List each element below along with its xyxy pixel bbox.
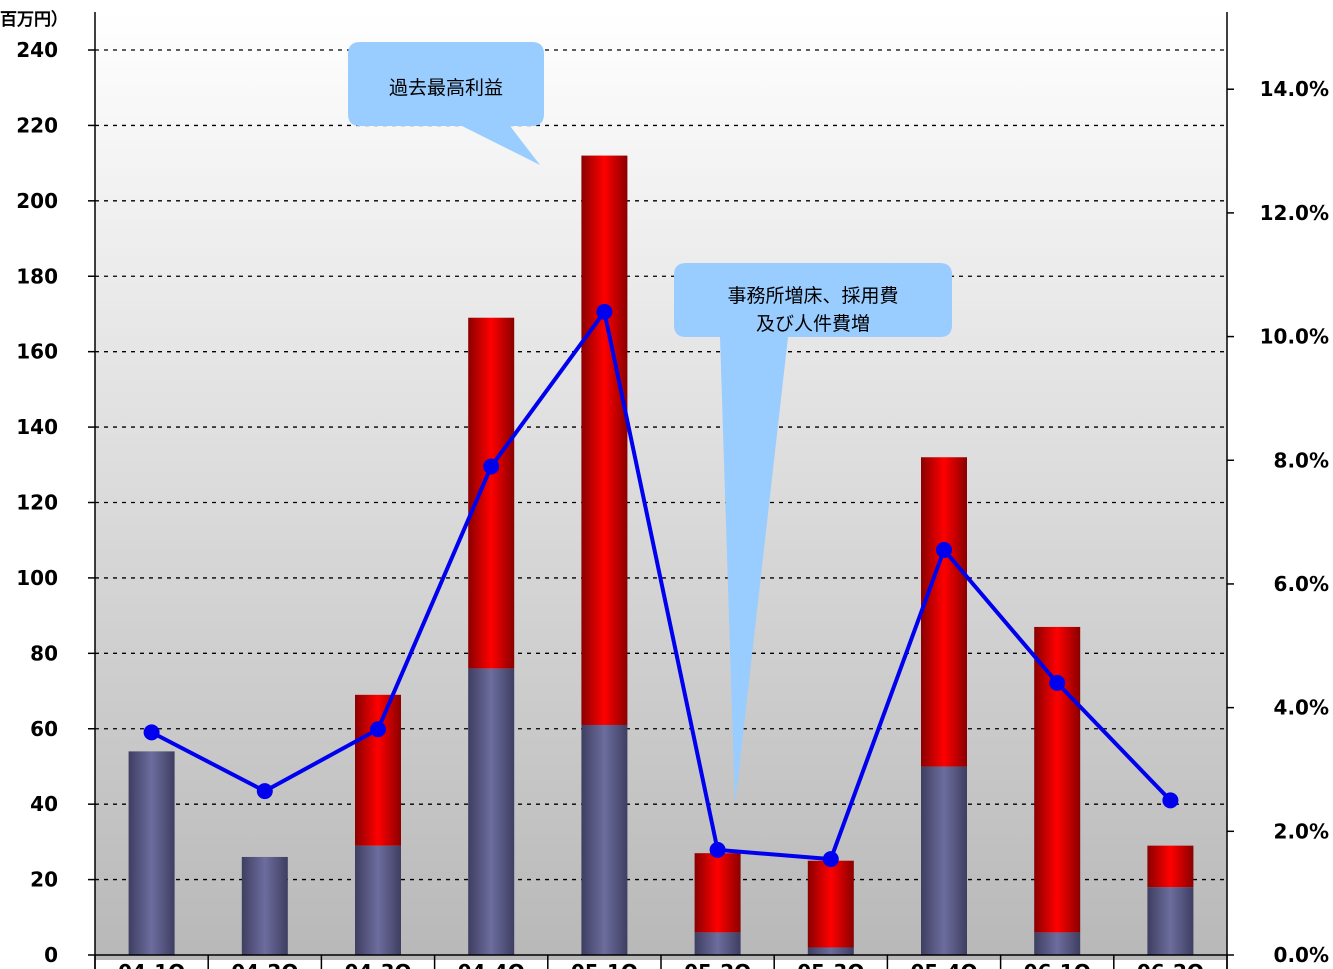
y-tick-label: 0	[44, 943, 58, 967]
ratio-point	[143, 724, 160, 741]
y-tick-label: 80	[30, 641, 58, 665]
x-tick-label: 05-2Q	[684, 960, 751, 969]
bar-base	[694, 932, 741, 955]
y-tick-label: 140	[16, 415, 58, 439]
bar-base	[468, 668, 515, 955]
bar-increment	[1034, 626, 1081, 933]
bar-increment	[694, 853, 741, 933]
bar-increment	[468, 317, 515, 669]
ratio-point	[936, 541, 952, 558]
y2-tick-label: 12.0%	[1260, 201, 1329, 225]
bar-increment	[581, 155, 628, 725]
y-unit-label: 百万円）	[0, 9, 68, 30]
ratio-point	[709, 841, 726, 858]
x-tick-label: 06-2Q	[1137, 960, 1204, 969]
bar-base	[1034, 932, 1081, 955]
axes: 0 20 40 60 80 100 120 140 160 180 200 220 240 0.0% 2.0…	[0, 9, 1329, 969]
ratio-line	[143, 303, 1179, 868]
callout-cost-increase-line-2: 及び人件費増	[756, 313, 870, 335]
bar-increment	[355, 694, 401, 846]
ratio-point	[822, 851, 839, 868]
y-tick-label: 180	[16, 264, 58, 288]
bar-base	[128, 751, 175, 955]
ratio-point	[483, 458, 500, 475]
y-tick-label: 100	[16, 566, 58, 590]
ratio-point	[596, 303, 613, 320]
x-tick-label: 04-4Q	[458, 960, 525, 969]
ratio-point	[1162, 792, 1179, 809]
ratio-point	[1049, 674, 1066, 691]
y-tick-label: 240	[16, 38, 58, 62]
callout-record-profit-text: 過去最高利益	[389, 77, 503, 99]
ratio-point	[370, 721, 386, 738]
bar-base	[807, 947, 854, 955]
ratio-line-path	[150, 309, 1172, 862]
callout-cost-increase: 事務所増床、採用費 及び人件費増	[674, 263, 952, 805]
y2-tick-label: 2.0%	[1274, 819, 1329, 843]
y2-tick-label: 8.0%	[1274, 448, 1329, 472]
bar-base	[241, 856, 288, 955]
x-tick-label: 04-3Q	[344, 960, 411, 969]
ratio-point	[256, 783, 273, 800]
y2-tick-label: 0.0%	[1274, 943, 1329, 967]
callout-record-profit-bubble	[348, 42, 544, 165]
bars	[128, 155, 1194, 955]
bar-increment	[1147, 845, 1194, 888]
y2-tick-label: 10.0%	[1260, 325, 1329, 349]
y-tick-label: 20	[30, 868, 58, 892]
bar-base	[355, 845, 401, 955]
y2-tick-label: 14.0%	[1260, 77, 1329, 101]
y2-tick-label: 6.0%	[1274, 572, 1329, 596]
y-tick-label: 200	[16, 189, 58, 213]
bar-base	[921, 766, 967, 955]
callout-cost-increase-line-1: 事務所増床、採用費	[727, 285, 898, 307]
y-tick-label: 60	[30, 717, 58, 741]
y-tick-label: 220	[16, 113, 58, 137]
y-tick-label: 120	[16, 491, 58, 515]
x-tick-label: 05-3Q	[797, 960, 864, 969]
x-tick-label: 05-4Q	[910, 960, 977, 969]
bar-increment	[807, 860, 854, 948]
x-tick-label: 04-1Q	[118, 960, 185, 969]
bar-base	[581, 724, 628, 955]
y-tick-label: 40	[30, 792, 58, 816]
callout-record-profit: 過去最高利益	[348, 42, 544, 165]
bar-base	[1147, 887, 1194, 955]
x-tick-label: 06-1Q	[1024, 960, 1091, 969]
x-tick-label: 04-2Q	[231, 960, 298, 969]
bar-increment	[921, 457, 967, 767]
callout-cost-increase-bubble	[674, 263, 952, 805]
y2-tick-label: 4.0%	[1274, 696, 1329, 720]
x-tick-label: 05-1Q	[571, 960, 638, 969]
y-tick-label: 160	[16, 340, 58, 364]
